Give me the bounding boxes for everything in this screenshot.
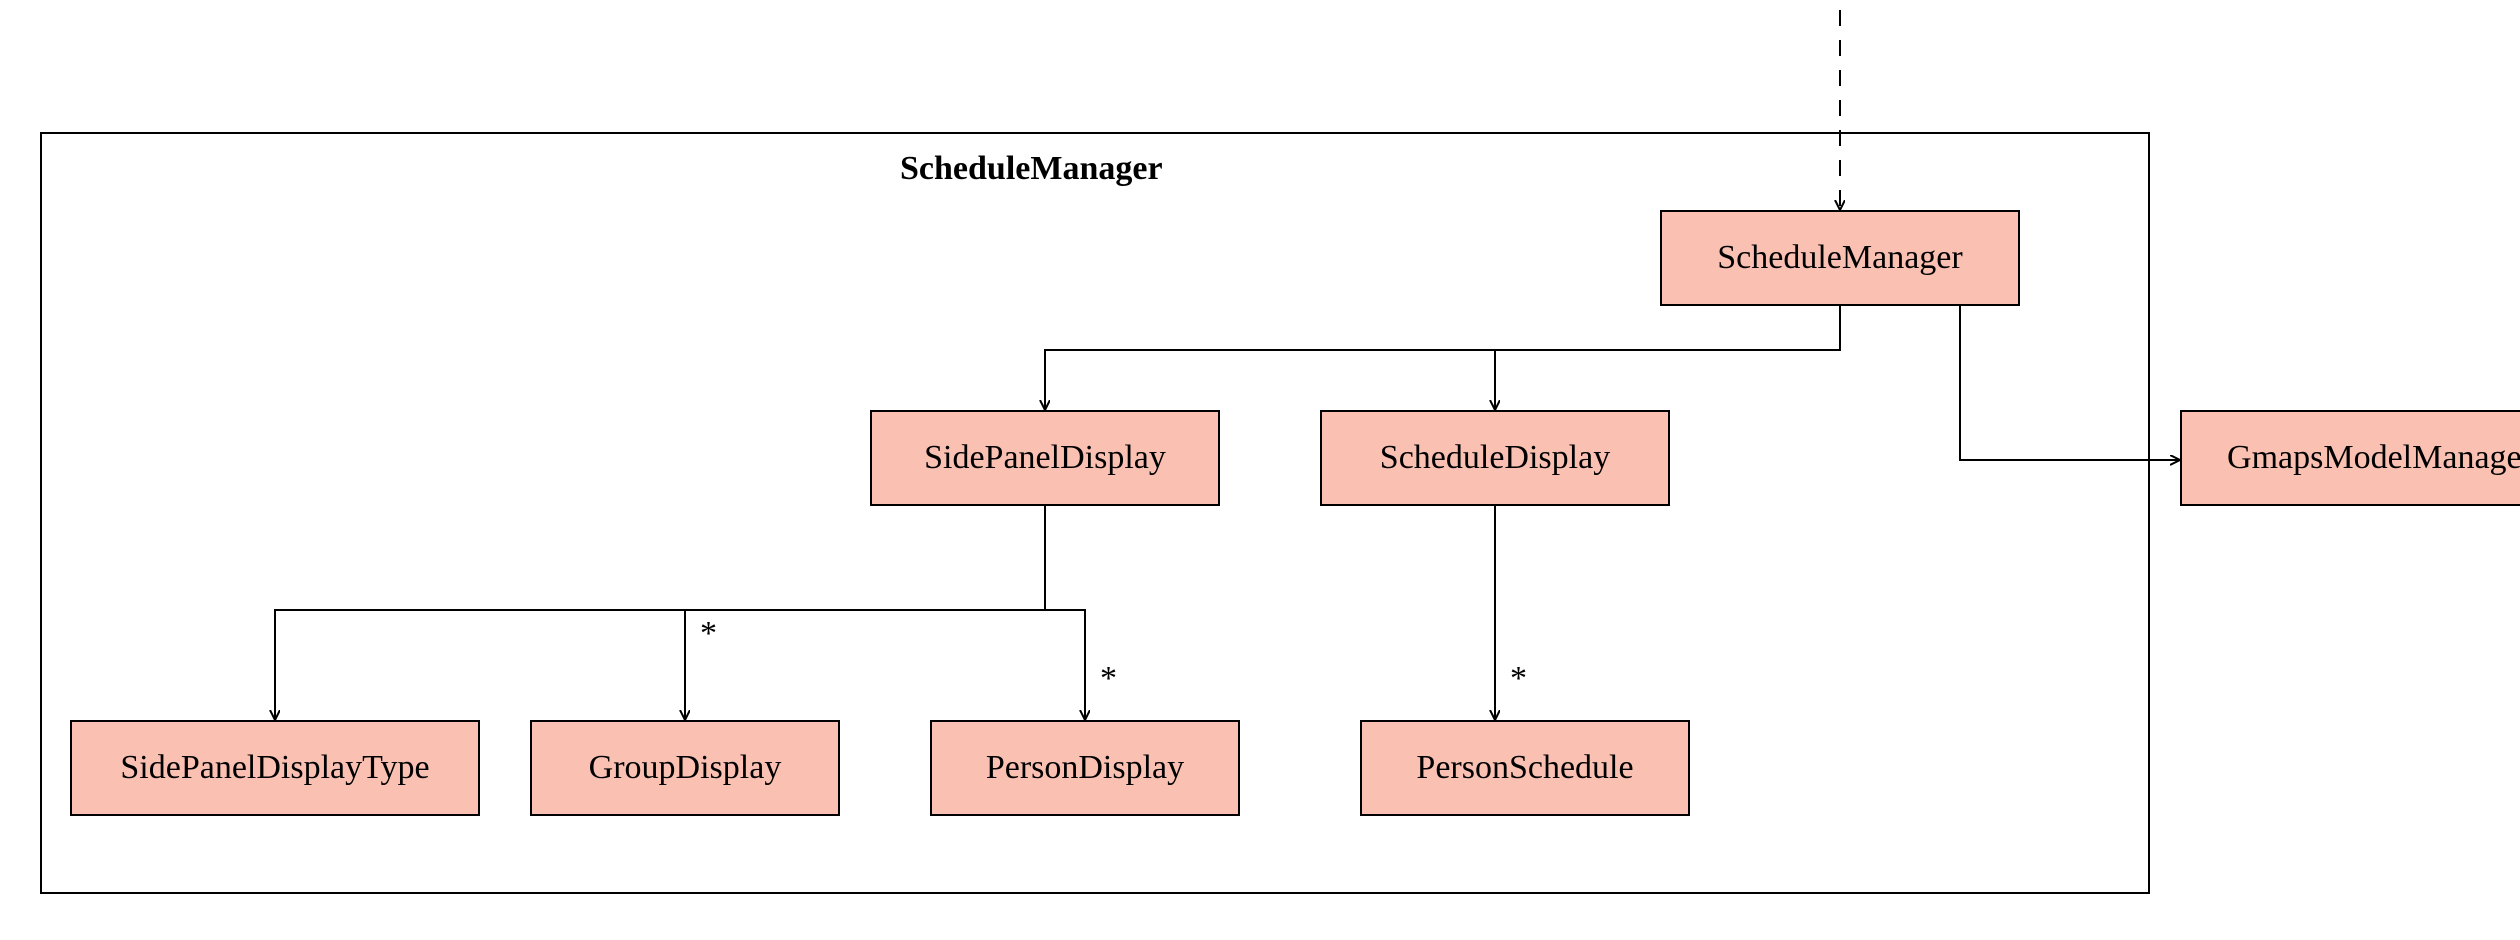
- node-side-panel-display-type: SidePanelDisplayType: [70, 720, 480, 816]
- node-side-panel-display: SidePanelDisplay: [870, 410, 1220, 506]
- edge-label-7: *: [1510, 660, 1527, 698]
- container-title: ScheduleManager: [900, 150, 1163, 188]
- node-schedule-manager: ScheduleManager: [1660, 210, 2020, 306]
- node-schedule-display: ScheduleDisplay: [1320, 410, 1670, 506]
- edge-label-6: *: [1100, 660, 1117, 698]
- node-person-schedule: PersonSchedule: [1360, 720, 1690, 816]
- node-group-display: GroupDisplay: [530, 720, 840, 816]
- node-gmaps-model-manager: GmapsModelManager: [2180, 410, 2520, 506]
- node-person-display: PersonDisplay: [930, 720, 1240, 816]
- edge-label-5: *: [700, 615, 717, 653]
